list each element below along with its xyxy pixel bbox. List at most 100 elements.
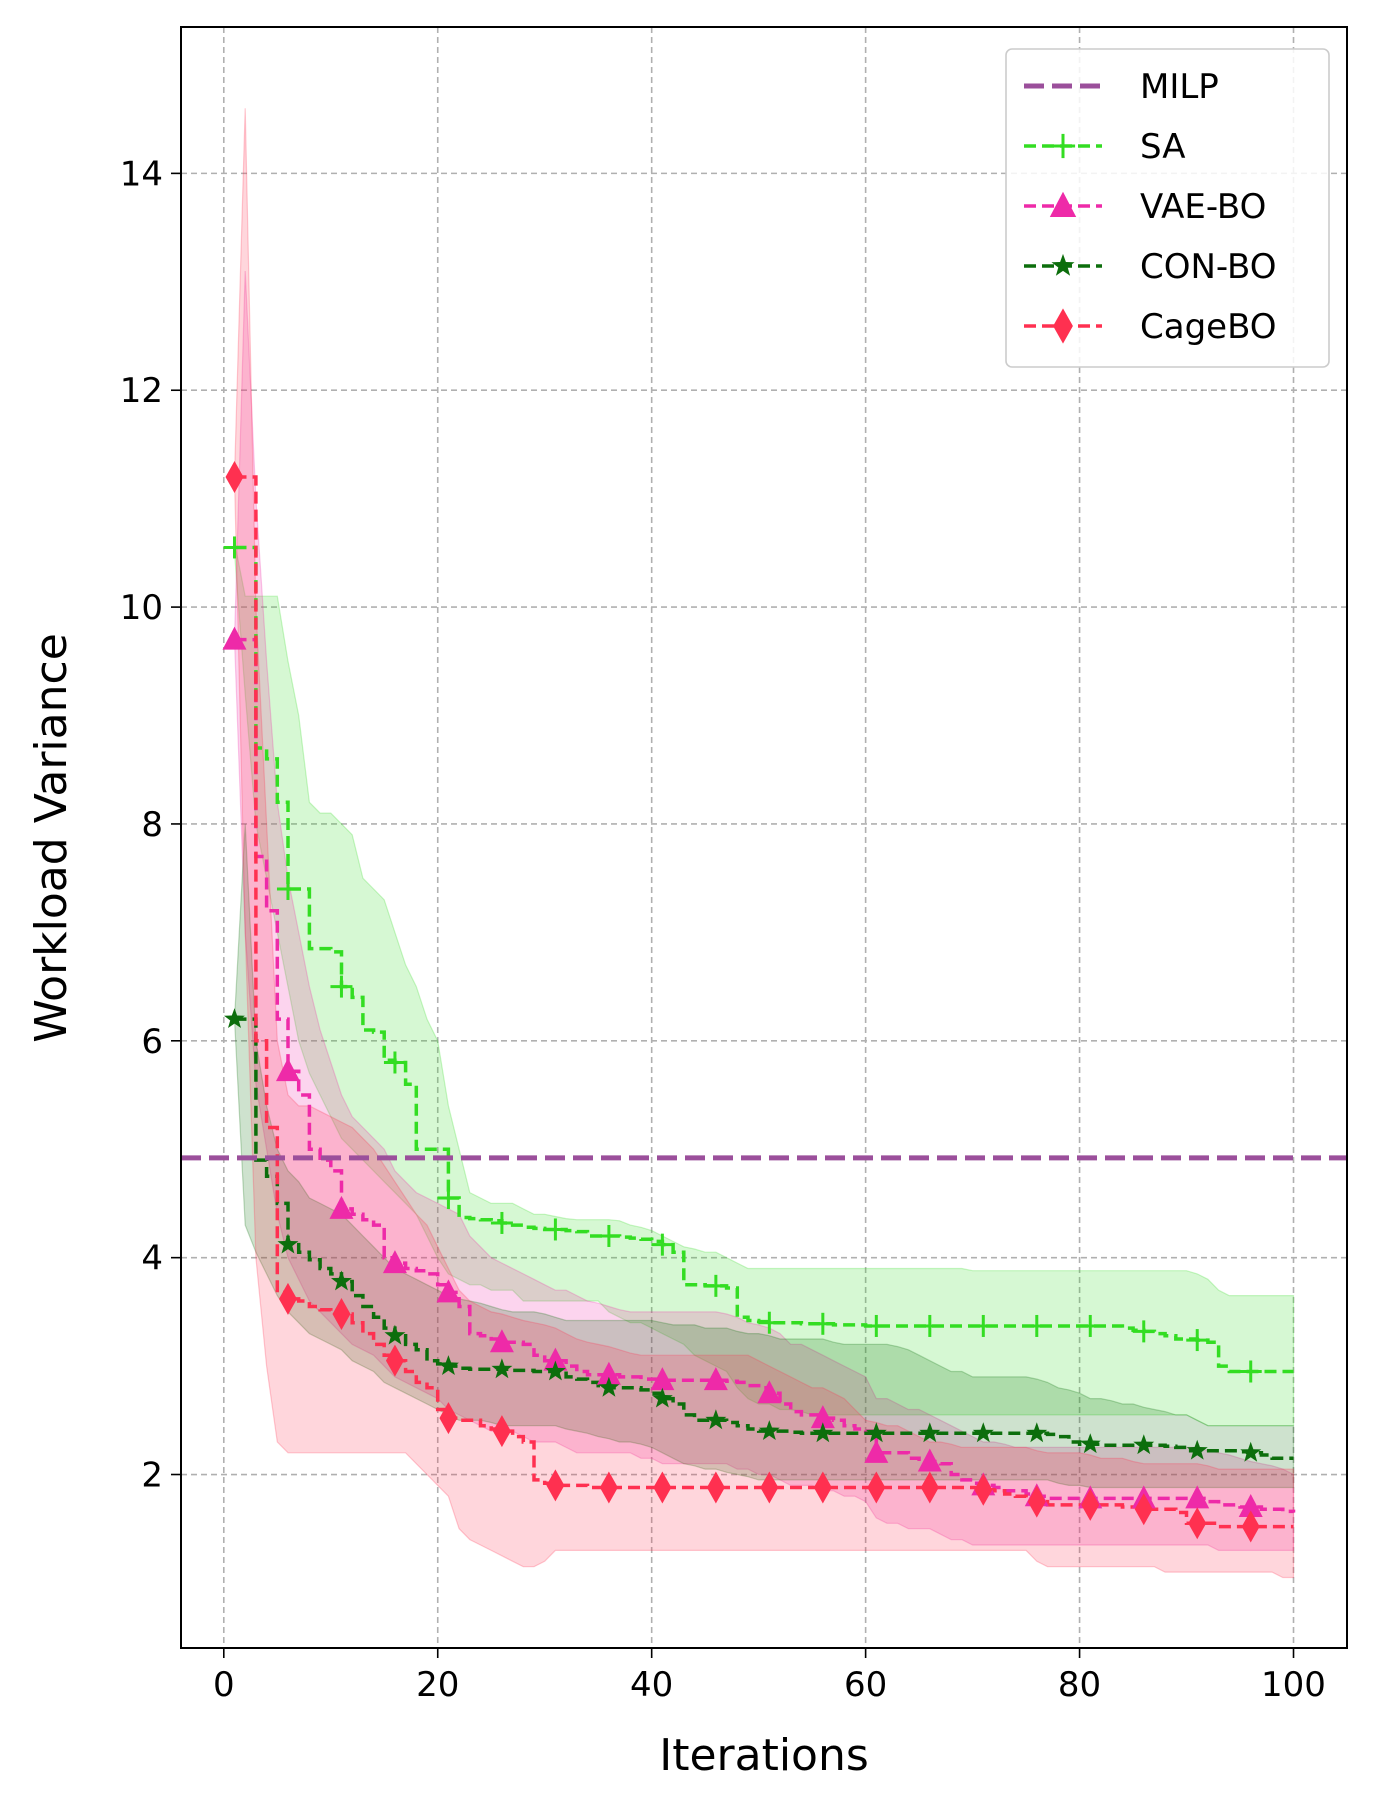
marker-con-bo [384,1324,406,1345]
marker-sa [437,1187,460,1210]
marker-vae-bo [596,1361,621,1385]
plot-frame [180,26,1348,1649]
marker-vae-bo [703,1367,728,1391]
marker-vae-bo [382,1250,407,1274]
marker-sa [1025,1314,1048,1337]
x-tick-label: 0 [213,1665,235,1705]
marker-vae-bo [275,1058,300,1082]
marker-cagebo [385,1344,404,1377]
marker-con-bo [331,1270,352,1291]
marker-vae-bo [917,1448,942,1472]
legend-swatch-marker [1050,133,1076,159]
marker-vae-bo [543,1347,568,1371]
marker-cagebo [653,1471,672,1504]
marker-con-bo [758,1420,780,1440]
y-tick-label: 4 [141,1239,163,1279]
y-tick-label: 14 [120,154,163,194]
grid [181,27,1347,1648]
x-tick-label: 80 [1058,1665,1101,1705]
marker-sa [490,1211,513,1234]
marker-con-bo [705,1409,727,1430]
marker-vae-bo [436,1279,461,1303]
marker-sa [223,536,246,559]
marker-con-bo [438,1355,459,1375]
marker-con-bo [651,1387,673,1408]
x-tick-label: 40 [630,1665,673,1705]
marker-vae-bo [1238,1494,1263,1518]
y-axis-label: Workload Variance [26,633,77,1043]
marker-cagebo [867,1471,886,1504]
marker-sa [972,1314,995,1337]
marker-sa [276,878,299,901]
legend-label: VAE-BO [1140,187,1266,227]
marker-con-bo [277,1233,299,1254]
axis-ticks: 0 20 40 60 80 100 2 4 6 8 10 12 14 [120,154,1326,1705]
marker-cagebo [599,1471,618,1504]
marker-cagebo [760,1471,779,1504]
marker-sa [918,1314,941,1337]
marker-vae-bo [650,1367,675,1391]
marker-con-bo [812,1422,834,1443]
marker-vae-bo [222,626,247,650]
marker-sa [758,1311,781,1334]
marker-sa [1239,1360,1262,1383]
marker-cagebo [1081,1488,1100,1521]
confidence-bands [233,108,1295,1579]
marker-sa [811,1312,834,1335]
marker-sa [651,1233,674,1256]
band-sa [233,541,1295,1427]
marker-con-bo [1079,1433,1101,1454]
marker-cagebo [225,460,244,493]
marker-sa [330,975,353,998]
marker-con-bo [1186,1439,1208,1460]
x-tick-label: 20 [416,1665,459,1705]
marker-sa [1132,1320,1155,1343]
legend-label: CON-BO [1140,247,1276,287]
legend-label: MILP [1140,67,1219,107]
marker-con-bo [1240,1441,1262,1462]
marker-cagebo [706,1471,725,1504]
marker-cagebo [332,1298,351,1331]
y-tick-label: 6 [141,1022,163,1062]
marker-vae-bo [1185,1485,1210,1509]
legend-swatch-marker [1051,253,1075,276]
x-axis-label: Iterations [659,1730,869,1781]
y-tick-label: 8 [141,805,163,845]
series-markers [222,460,1263,1543]
marker-cagebo [278,1282,297,1315]
marker-vae-bo [757,1380,782,1404]
marker-con-bo [544,1360,566,1381]
marker-con-bo [972,1422,994,1443]
legend-label: CageBO [1140,307,1277,347]
marker-sa [704,1274,727,1297]
legend: MILP SA VAE-BO CON-BO CageBO [1005,48,1330,368]
marker-con-bo [919,1422,941,1443]
marker-cagebo [974,1473,993,1506]
legend-box [1005,48,1330,368]
y-tick-label: 12 [120,371,163,411]
marker-cagebo [1241,1510,1260,1543]
marker-sa [1079,1314,1102,1337]
marker-sa [544,1218,567,1241]
legend-label: SA [1140,127,1185,167]
marker-vae-bo [489,1329,514,1353]
y-tick-label: 10 [120,588,163,628]
marker-con-bo [598,1376,620,1397]
marker-cagebo [439,1402,458,1435]
line-sa [234,545,1294,1374]
legend-swatch-marker [1049,191,1077,217]
marker-con-bo [491,1358,513,1379]
marker-con-bo [1133,1434,1155,1455]
band-cagebo [233,108,1295,1579]
x-tick-label: 100 [1261,1665,1326,1705]
line-vae-bo [234,637,1296,1514]
legend-swatch-marker [1053,308,1073,344]
line-con-bo [234,1017,1294,1461]
marker-sa [597,1224,620,1247]
marker-cagebo [546,1469,565,1502]
marker-cagebo [1134,1493,1153,1526]
marker-sa [1186,1329,1209,1352]
marker-cagebo [1188,1507,1207,1540]
marker-cagebo [813,1471,832,1504]
